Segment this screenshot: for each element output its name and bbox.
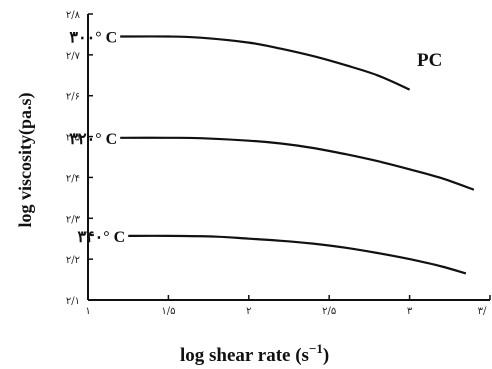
y-tick-label: ۲/۲ xyxy=(66,255,80,266)
y-axis-ticks: ۲/۱ ۲/۲ ۲/۳ ۲/۴ ۲/۵ ۲/۶ ۲/۷ ۲/۸ xyxy=(66,10,93,307)
y-tick-label: ۲/۸ xyxy=(66,10,81,21)
series-lines xyxy=(120,35,475,275)
series-label: ۳۰۰° C xyxy=(69,29,117,46)
series-line xyxy=(120,136,475,191)
y-tick-label: ۲/۱ xyxy=(66,296,80,307)
series-label: ۳۴۰° C xyxy=(77,229,125,246)
y-tick-label: ۲/۶ xyxy=(66,92,80,103)
series-line xyxy=(120,35,411,91)
x-tick-label: ۳/ xyxy=(478,306,487,317)
x-tick-label: ۲ xyxy=(246,306,251,317)
y-axis-title: log viscosity(pa.s) xyxy=(15,92,36,227)
x-axis-title: log shear rate (s−1) xyxy=(180,341,329,366)
x-axis-title-exponent: −1 xyxy=(309,341,323,356)
x-axis-ticks: ۱ ۱/۵ ۲ ۲/۵ ۳ ۳/ xyxy=(85,295,491,317)
y-tick-label: ۲/۳ xyxy=(66,214,81,225)
y-tick-label: ۲/۷ xyxy=(66,51,81,62)
y-tick-label: ۲/۴ xyxy=(66,173,80,184)
y-tick-label: ۲/۵ xyxy=(66,133,80,144)
x-tick-label: ۱/۵ xyxy=(161,306,175,317)
x-axis-title-main: log shear rate (s xyxy=(180,345,309,366)
series-line xyxy=(128,234,467,275)
series-label: ۳۲۰° C xyxy=(69,131,117,148)
chart-title: PC xyxy=(417,50,442,71)
x-tick-label: ۱ xyxy=(85,306,90,317)
plot-area xyxy=(87,14,490,301)
series-labels: ۳۰۰° C ۳۲۰° C ۳۴۰° C xyxy=(69,29,125,245)
x-tick-label: ۳ xyxy=(407,306,413,317)
x-tick-label: ۲/۵ xyxy=(322,306,336,317)
x-axis-title-close: ) xyxy=(323,345,329,366)
